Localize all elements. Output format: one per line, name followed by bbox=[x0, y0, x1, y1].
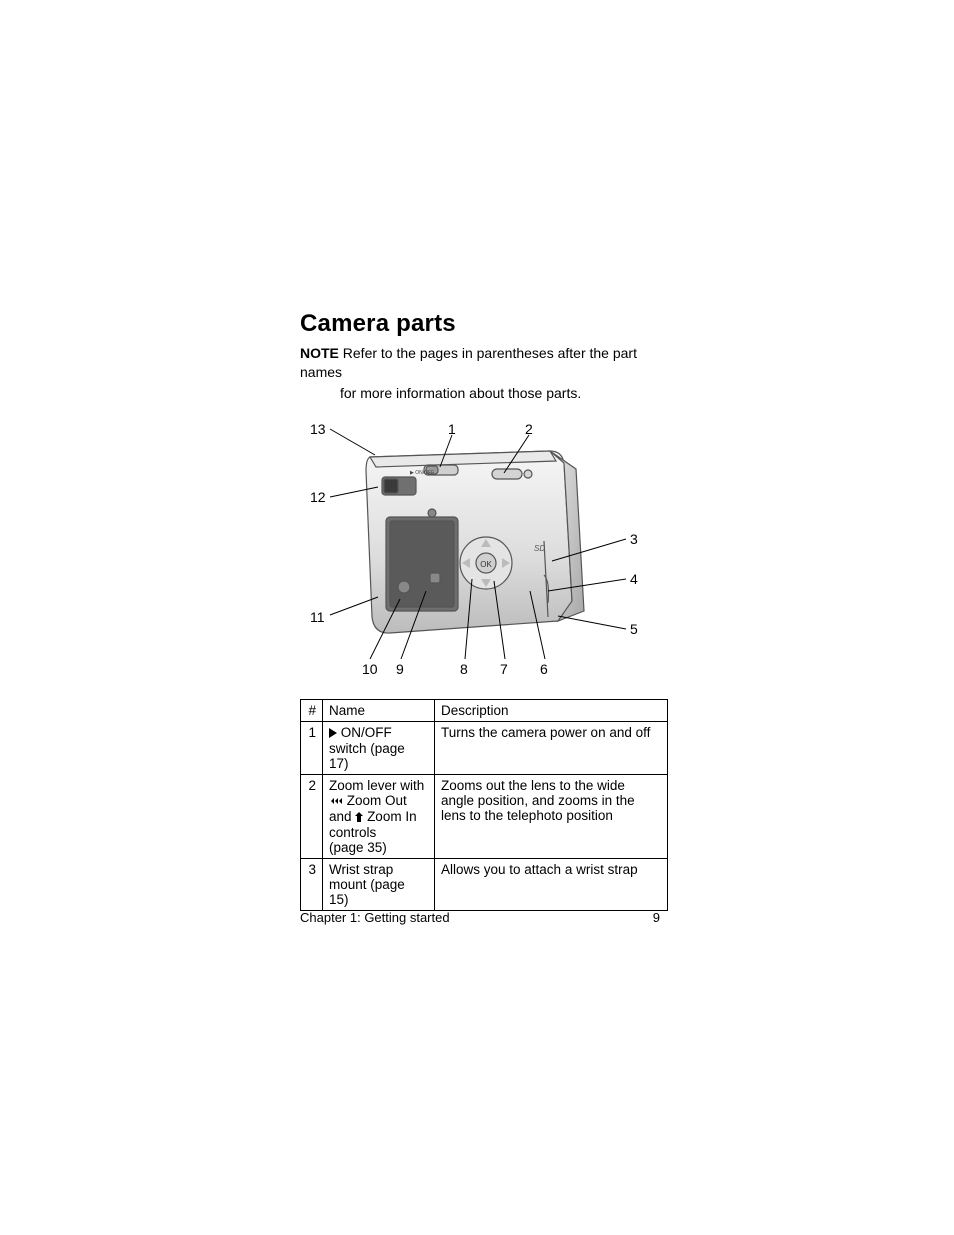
row2-l2: Zoom Out bbox=[347, 793, 407, 808]
row3-num: 3 bbox=[301, 858, 323, 910]
callout-number: 1 bbox=[448, 421, 456, 437]
row2-l5: (page 35) bbox=[329, 840, 387, 855]
play-triangle-icon bbox=[329, 726, 337, 741]
row1-name-main: ON/OFF bbox=[341, 725, 392, 740]
callout-number: 10 bbox=[362, 661, 378, 677]
row1-name-rest: switch (page 17) bbox=[329, 741, 405, 771]
camera-body: OK ▶ ON/OFF SD bbox=[366, 451, 584, 633]
col-number: # bbox=[301, 699, 323, 721]
callout-number: 4 bbox=[630, 571, 638, 587]
callout-number: 7 bbox=[500, 661, 508, 677]
row2-l3b: Zoom In bbox=[367, 809, 417, 824]
row3-desc: Allows you to attach a wrist strap bbox=[435, 858, 668, 910]
camera-diagram: OK ▶ ON/OFF SD bbox=[300, 421, 660, 681]
zoom-in-icon bbox=[355, 810, 363, 825]
row2-l4: controls bbox=[329, 825, 376, 840]
callout-number: 5 bbox=[630, 621, 638, 637]
section-heading: Camera parts bbox=[300, 310, 680, 338]
row3-name-rest: mount (page 15) bbox=[329, 877, 405, 907]
zoom-out-icon bbox=[329, 794, 343, 809]
row1-num: 1 bbox=[301, 721, 323, 774]
note-line-1: NOTE Refer to the pages in parentheses a… bbox=[300, 344, 680, 382]
footer-page-number: 9 bbox=[653, 910, 660, 925]
note-label: NOTE bbox=[300, 345, 339, 361]
note-line-2: for more information about those parts. bbox=[300, 384, 680, 403]
row1-desc: Turns the camera power on and off bbox=[435, 721, 668, 774]
footer-chapter: Chapter 1: Getting started bbox=[300, 910, 450, 925]
page-footer: Chapter 1: Getting started 9 bbox=[300, 910, 660, 925]
row2-name: Zoom lever with Zoom Out and Zoom In bbox=[323, 774, 435, 858]
row3-name: Wrist strap mount (page 15) bbox=[323, 858, 435, 910]
callout-number: 11 bbox=[310, 609, 325, 625]
table-header-row: # Name Description bbox=[301, 699, 668, 721]
callout-number: 12 bbox=[310, 489, 326, 505]
row1-name: ON/OFF switch (page 17) bbox=[323, 721, 435, 774]
row2-l3a: and bbox=[329, 809, 352, 824]
parts-table: # Name Description 1 ON/OFF switch (page… bbox=[300, 699, 668, 911]
callout-number: 9 bbox=[396, 661, 404, 677]
callout-number: 2 bbox=[525, 421, 533, 437]
callout-number: 8 bbox=[460, 661, 468, 677]
note-text-1: Refer to the pages in parentheses after … bbox=[300, 345, 637, 380]
row3-name-main: Wrist strap bbox=[329, 862, 393, 877]
callout-number: 6 bbox=[540, 661, 548, 677]
table-row: 3 Wrist strap mount (page 15) Allows you… bbox=[301, 858, 668, 910]
page-content: Camera parts NOTE Refer to the pages in … bbox=[300, 310, 680, 911]
table-row: 2 Zoom lever with Zoom Out and bbox=[301, 774, 668, 858]
svg-text:OK: OK bbox=[480, 560, 492, 569]
col-desc: Description bbox=[435, 699, 668, 721]
svg-text:▶ ON/OFF: ▶ ON/OFF bbox=[410, 470, 434, 476]
row2-desc: Zooms out the lens to the wide angle pos… bbox=[435, 774, 668, 858]
callout-number: 13 bbox=[310, 421, 326, 437]
callout-number: 3 bbox=[630, 531, 638, 547]
table-row: 1 ON/OFF switch (page 17) Turns the came… bbox=[301, 721, 668, 774]
camera-svg: OK ▶ ON/OFF SD bbox=[300, 421, 660, 681]
row2-num: 2 bbox=[301, 774, 323, 858]
row2-l1: Zoom lever with bbox=[329, 778, 424, 793]
col-name: Name bbox=[323, 699, 435, 721]
